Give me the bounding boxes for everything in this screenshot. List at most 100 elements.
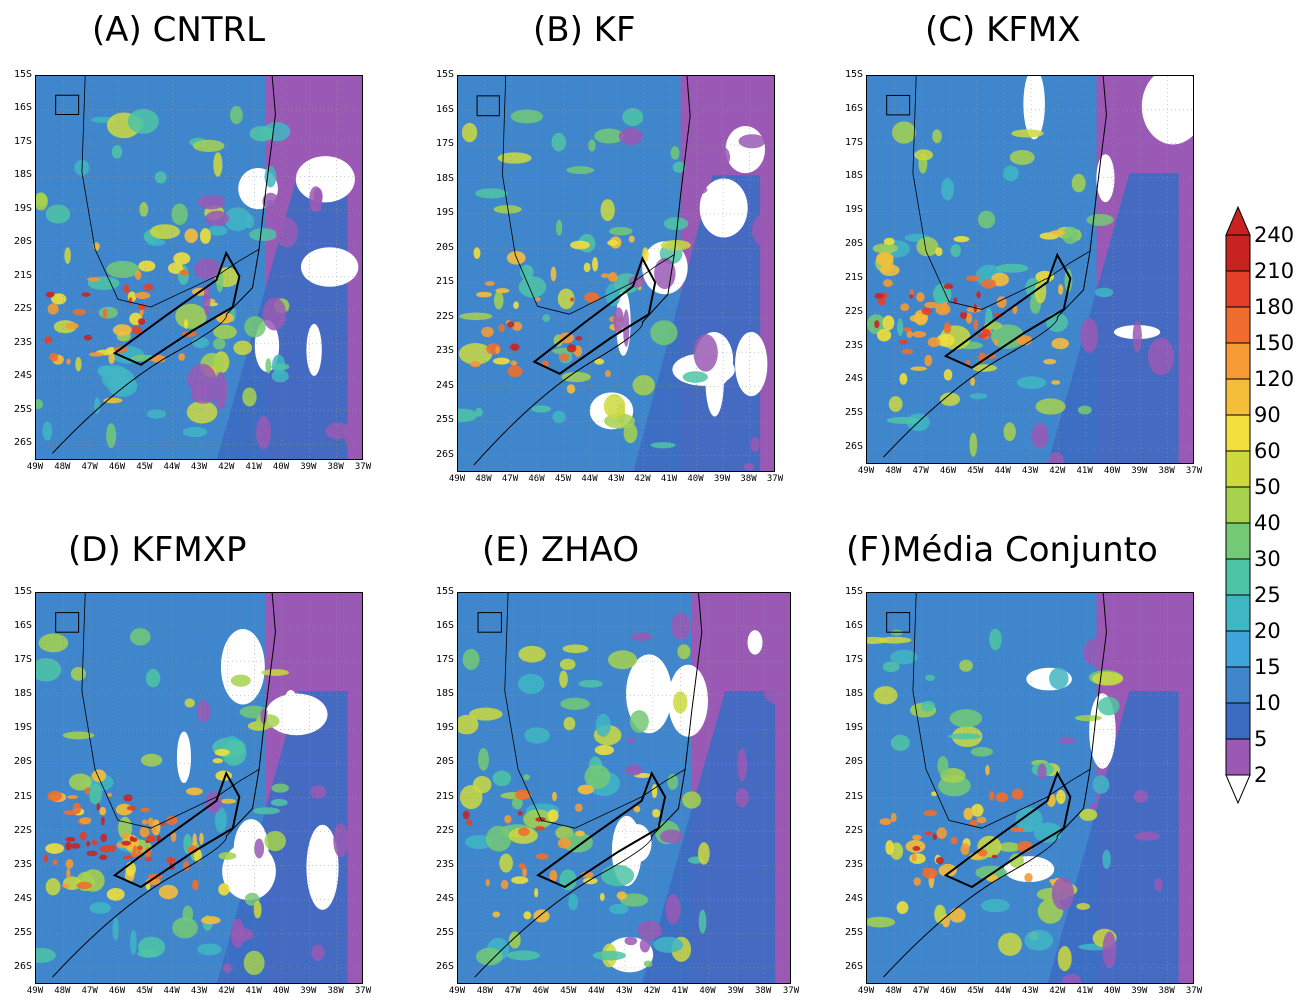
rain-cell-moderate xyxy=(218,852,237,860)
rain-cell-moderate xyxy=(1092,775,1110,794)
rain-cell-light xyxy=(313,187,323,205)
rain-cell-moderate xyxy=(632,375,655,396)
rain-cell-intense xyxy=(924,354,933,367)
rain-cell-moderate xyxy=(271,363,290,371)
rain-cell-moderate xyxy=(897,318,904,336)
rain-cell-extreme xyxy=(534,826,545,831)
map-panel xyxy=(866,592,1194,984)
rain-cell-extreme xyxy=(466,819,473,826)
x-tick-label: 47W xyxy=(81,462,98,472)
rain-cell-light xyxy=(333,823,349,858)
rain-cell-moderate xyxy=(925,674,935,682)
colorbar-top-arrow xyxy=(1225,205,1251,236)
rain-cell-intense xyxy=(76,881,93,890)
y-tick-label: 19S xyxy=(844,204,863,216)
rain-cell-moderate xyxy=(1016,376,1047,389)
rain-cell-extreme xyxy=(123,794,133,802)
rain-cell-extreme xyxy=(976,291,981,299)
x-tick-label: 44W xyxy=(994,986,1011,996)
x-tick-label: 38W xyxy=(327,986,344,996)
rain-cell-intense xyxy=(65,858,74,869)
rain-cell-light xyxy=(618,127,643,145)
rain-cell-light xyxy=(671,612,691,640)
rain-cell-intense xyxy=(498,324,505,332)
x-tick-label: 39W xyxy=(727,986,744,996)
rain-cell-light xyxy=(1148,337,1175,376)
rain-cell-heavy xyxy=(651,784,658,799)
rain-cell-moderate xyxy=(1035,398,1066,415)
rain-cell-heavy xyxy=(938,863,957,877)
rain-cell-extreme xyxy=(877,296,886,306)
colorbar xyxy=(1225,205,1251,805)
rain-cell-moderate xyxy=(886,416,920,424)
rain-cell-intense xyxy=(507,365,523,378)
rain-cell-intense xyxy=(61,883,71,888)
rain-cell-light xyxy=(1083,638,1109,667)
x-tick-label: 42W xyxy=(218,462,235,472)
y-tick-label: 26S xyxy=(13,960,32,972)
rain-cell-moderate xyxy=(970,747,994,757)
rain-cell-moderate xyxy=(592,950,626,961)
rain-cell-moderate xyxy=(494,291,504,310)
x-tick-label: 38W xyxy=(740,474,757,484)
colorbar-label: 40 xyxy=(1254,511,1281,535)
rain-cell-light xyxy=(624,936,638,946)
ocean-area xyxy=(633,175,761,471)
y-tick-label: 22S xyxy=(844,305,863,317)
no-rain-patch xyxy=(295,156,355,203)
rain-cell-intense xyxy=(909,289,914,296)
rain-cell-intense xyxy=(134,291,151,300)
y-tick-label: 26S xyxy=(844,960,863,972)
y-tick-label: 24S xyxy=(844,373,863,385)
y-tick-label: 18S xyxy=(844,688,863,700)
y-tick-label: 25S xyxy=(435,414,454,426)
rain-cell-light xyxy=(262,192,279,210)
rain-cell-light xyxy=(262,297,287,331)
x-tick-label: 44W xyxy=(163,986,180,996)
y-tick-label: 23S xyxy=(13,336,32,348)
y-tick-label: 25S xyxy=(844,407,863,419)
coastline xyxy=(473,76,691,466)
rain-cell-moderate xyxy=(998,842,1021,852)
rain-cell-extreme xyxy=(935,856,944,865)
y-tick-label: 15S xyxy=(13,586,32,597)
rain-cell-light xyxy=(214,371,228,410)
x-tick-label: 37W xyxy=(782,986,800,996)
colorbar-segment xyxy=(1225,270,1251,308)
rain-cell-moderate xyxy=(867,636,888,644)
rain-cell-moderate xyxy=(230,674,251,687)
rain-cell-intense xyxy=(504,815,512,824)
rain-cell-light xyxy=(763,76,774,102)
x-tick-label: 40W xyxy=(1103,466,1121,476)
rain-cell-extreme xyxy=(65,837,76,842)
rain-cell-moderate xyxy=(497,152,532,164)
x-tick-label: 38W xyxy=(755,986,772,996)
panel-title: (C) KFMX xyxy=(925,10,1081,50)
x-tick-label: 47W xyxy=(912,466,929,476)
rain-cell-moderate xyxy=(672,161,686,173)
rain-cell-moderate xyxy=(1092,671,1124,686)
rain-cell-moderate xyxy=(127,108,159,134)
rain-cell-moderate xyxy=(1003,422,1016,442)
rain-cell-extreme xyxy=(909,294,913,299)
rain-cell-intense xyxy=(72,308,86,316)
rain-cell-extreme xyxy=(65,841,72,851)
rain-cell-light xyxy=(660,829,683,844)
rain-cell-moderate xyxy=(561,371,591,383)
coastline xyxy=(474,593,703,978)
rain-cell-moderate xyxy=(584,764,611,789)
rain-cell-moderate xyxy=(264,830,287,852)
rain-cell-heavy xyxy=(616,891,627,900)
rain-cell-intense xyxy=(495,346,500,354)
rain-cell-light xyxy=(693,333,718,372)
rain-cell-moderate xyxy=(517,673,545,695)
rain-cell-light xyxy=(1058,736,1076,744)
rain-cell-heavy xyxy=(212,758,224,764)
colorbar-label: 25 xyxy=(1254,583,1281,607)
rain-cell-intense xyxy=(981,278,996,289)
panel-title: (F)Média Conjunto xyxy=(846,530,1158,570)
rain-cell-light xyxy=(187,363,217,395)
rain-cell-light xyxy=(625,764,643,776)
rain-cell-intense xyxy=(1010,827,1025,833)
rain-cell-moderate xyxy=(650,442,676,449)
